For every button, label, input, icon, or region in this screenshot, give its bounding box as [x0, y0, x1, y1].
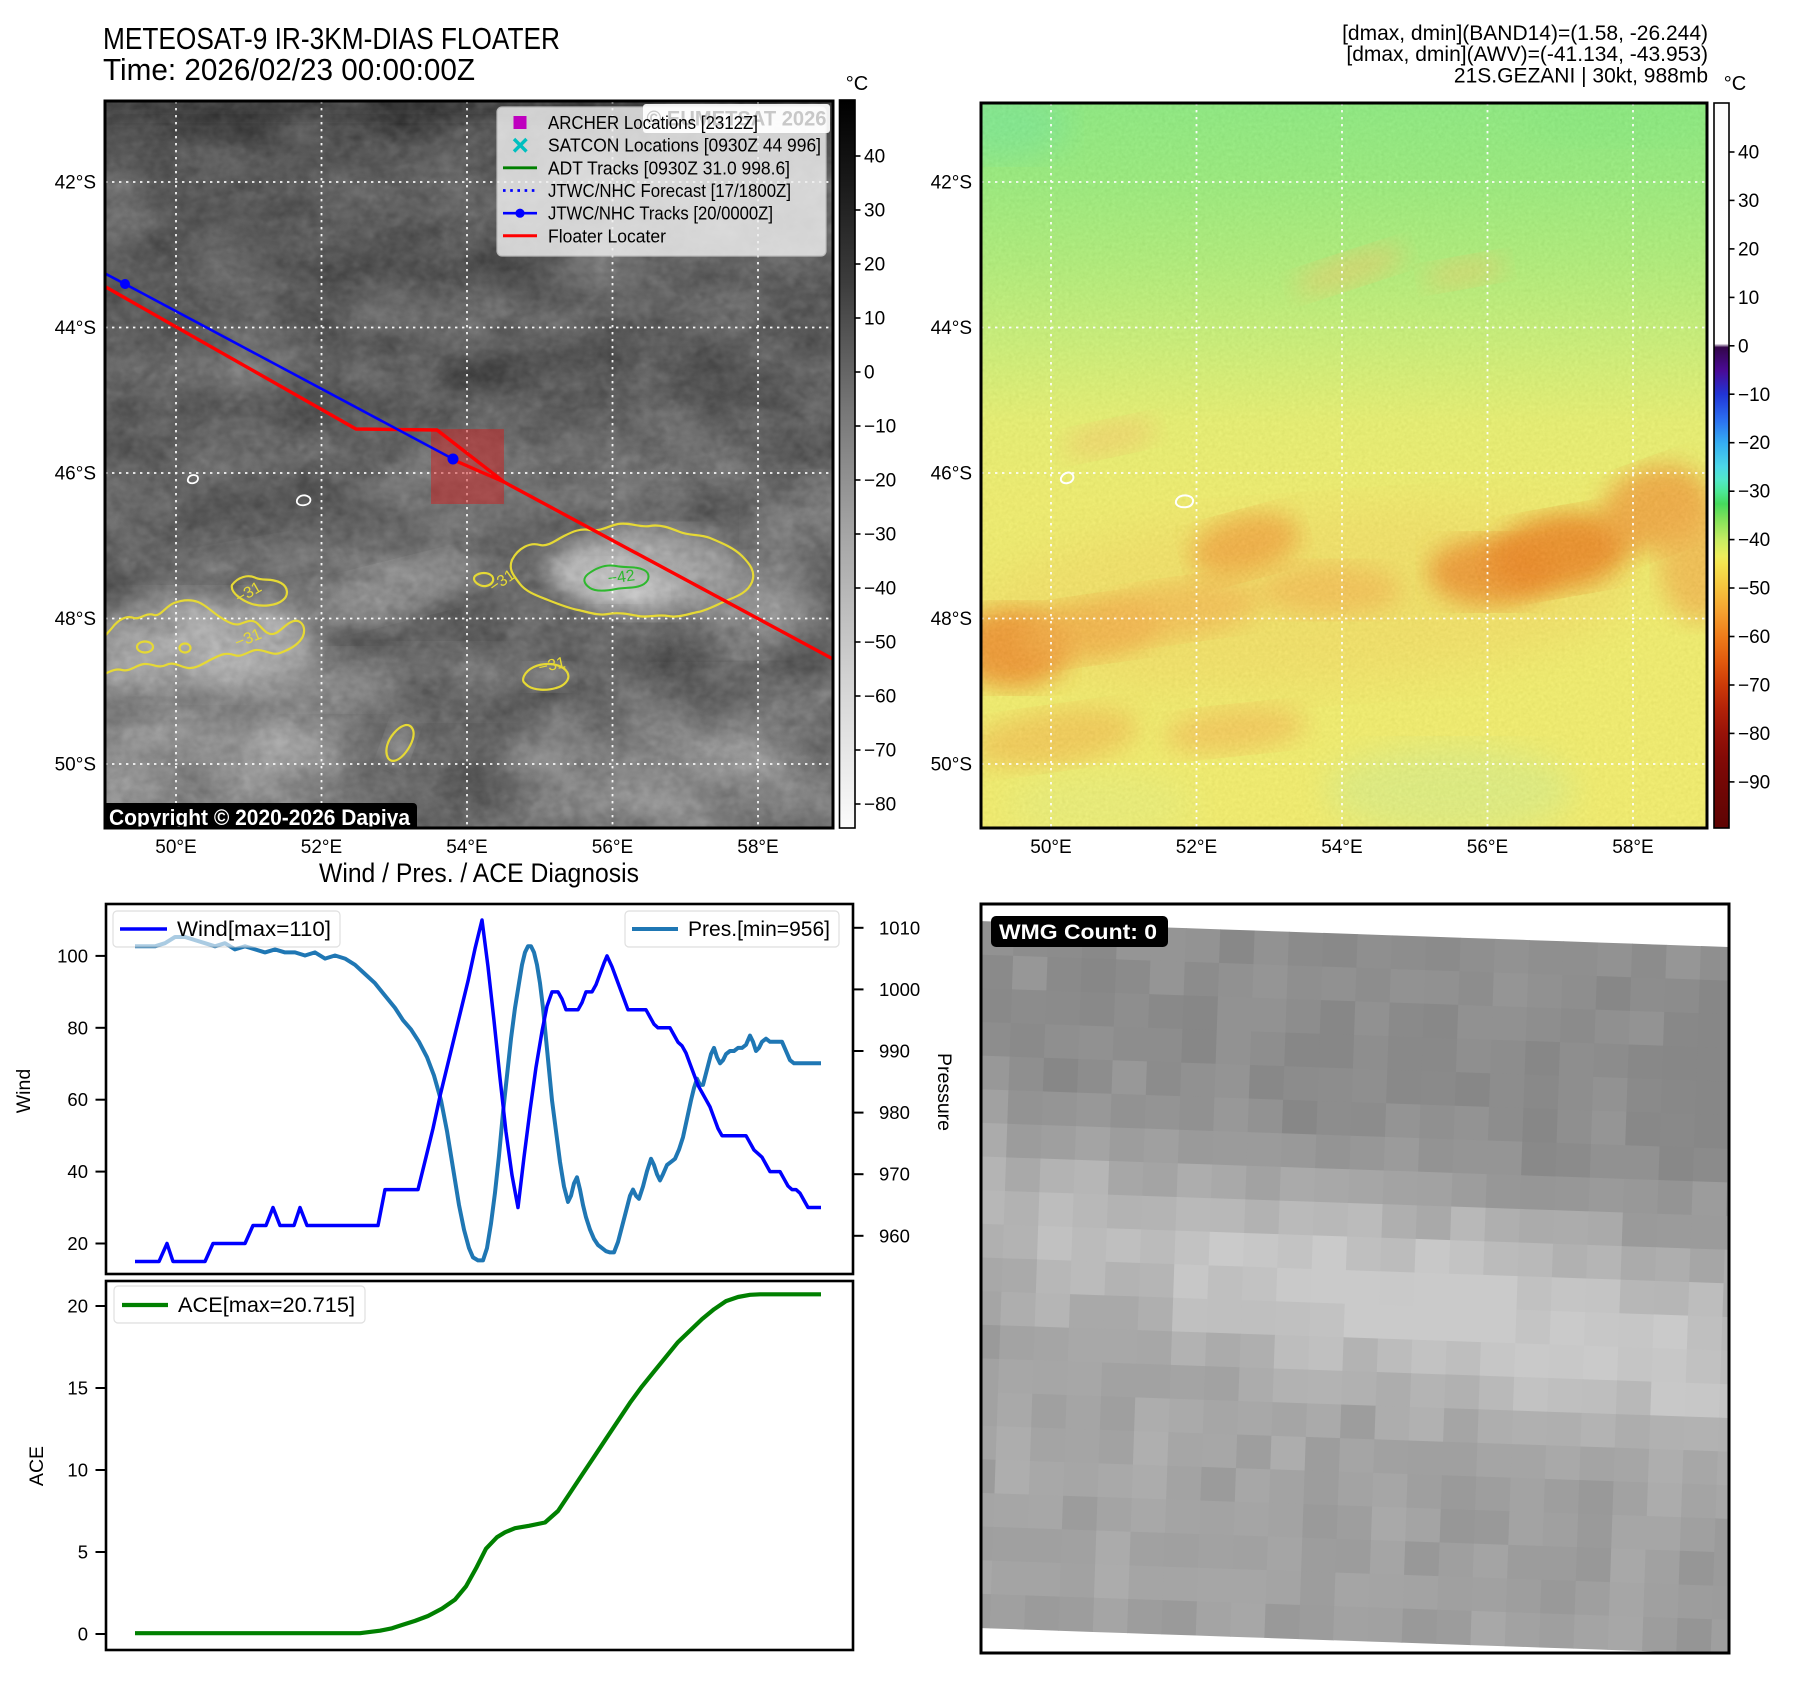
svg-text:100: 100 [57, 945, 88, 966]
svg-text:20: 20 [67, 1296, 88, 1317]
svg-text:°C: °C [846, 73, 868, 95]
svg-text:56°E: 56°E [1467, 837, 1508, 858]
svg-text:10: 10 [864, 309, 885, 330]
svg-text:0: 0 [78, 1624, 88, 1645]
svg-text:JTWC/NHC Tracks [20/0000Z]: JTWC/NHC Tracks [20/0000Z] [548, 204, 773, 224]
svg-text:46°S: 46°S [931, 464, 972, 485]
svg-text:1010: 1010 [879, 917, 920, 938]
svg-text:15: 15 [67, 1378, 88, 1399]
svg-text:−31: −31 [537, 654, 567, 676]
svg-text:42°S: 42°S [931, 173, 972, 194]
svg-text:44°S: 44°S [931, 318, 972, 339]
svg-text:ARCHER Locations [2312Z]: ARCHER Locations [2312Z] [548, 113, 758, 133]
svg-text:Pressure: Pressure [933, 1053, 955, 1131]
svg-text:44°S: 44°S [55, 318, 96, 339]
svg-text:30: 30 [1738, 191, 1759, 212]
svg-text:20: 20 [1738, 239, 1759, 260]
svg-text:−20: −20 [864, 471, 896, 492]
svg-text:−60: −60 [1738, 627, 1770, 648]
svg-text:58°E: 58°E [737, 837, 778, 858]
svg-text:Wind / Pres. / ACE Diagnosis: Wind / Pres. / ACE Diagnosis [319, 858, 639, 888]
svg-text:ADT Tracks [0930Z 31.0 998.6]: ADT Tracks [0930Z 31.0 998.6] [548, 158, 790, 178]
svg-text:−30: −30 [864, 525, 896, 546]
svg-text:58°E: 58°E [1612, 837, 1653, 858]
svg-text:50°S: 50°S [55, 755, 96, 776]
svg-text:960: 960 [879, 1225, 910, 1246]
svg-text:52°E: 52°E [301, 837, 342, 858]
svg-text:−70: −70 [864, 741, 896, 762]
svg-text:20: 20 [67, 1233, 88, 1254]
svg-text:ACE: ACE [26, 1446, 48, 1486]
svg-text:48°S: 48°S [55, 609, 96, 630]
svg-text:Wind: Wind [13, 1069, 35, 1113]
svg-text:0: 0 [1738, 336, 1749, 357]
svg-text:Pres.[min=956]: Pres.[min=956] [688, 918, 830, 941]
svg-text:Floater Locater: Floater Locater [548, 226, 666, 246]
svg-text:ACE[max=20.715]: ACE[max=20.715] [178, 1294, 355, 1317]
svg-text:JTWC/NHC Forecast [17/1800Z]: JTWC/NHC Forecast [17/1800Z] [548, 181, 791, 201]
svg-text:−60: −60 [864, 687, 896, 708]
svg-text:21S.GEZANI | 30kt, 988mb: 21S.GEZANI | 30kt, 988mb [1454, 65, 1708, 88]
svg-text:980: 980 [879, 1102, 910, 1123]
svg-text:[dmax, dmin](BAND14)=(1.58, -2: [dmax, dmin](BAND14)=(1.58, -26.244) [1342, 22, 1708, 45]
svg-text:Copyright © 2020-2026 Dapiya: Copyright © 2020-2026 Dapiya [109, 805, 410, 830]
svg-text:−70: −70 [1738, 675, 1770, 696]
svg-text:46°S: 46°S [55, 464, 96, 485]
svg-text:50°E: 50°E [1030, 837, 1071, 858]
svg-text:−30: −30 [1738, 482, 1770, 503]
svg-text:30: 30 [864, 201, 885, 222]
svg-text:1000: 1000 [879, 979, 920, 1000]
svg-text:−50: −50 [864, 633, 896, 654]
svg-text:0: 0 [864, 363, 875, 384]
svg-text:40: 40 [67, 1161, 88, 1182]
svg-text:40: 40 [1738, 143, 1759, 164]
svg-text:970: 970 [879, 1164, 910, 1185]
svg-text:50°E: 50°E [155, 837, 196, 858]
svg-text:−40: −40 [864, 579, 896, 600]
svg-text:50°S: 50°S [931, 755, 972, 776]
svg-text:10: 10 [67, 1460, 88, 1481]
svg-text:42°S: 42°S [55, 173, 96, 194]
svg-text:52°E: 52°E [1176, 837, 1217, 858]
svg-text:56°E: 56°E [592, 837, 633, 858]
svg-text:20: 20 [864, 255, 885, 276]
svg-text:−40: −40 [1738, 530, 1770, 551]
svg-text:−50: −50 [1738, 579, 1770, 600]
svg-text:−10: −10 [864, 417, 896, 438]
svg-text:80: 80 [67, 1017, 88, 1038]
svg-text:54°E: 54°E [1321, 837, 1362, 858]
svg-text:SATCON Locations [0930Z 44 996: SATCON Locations [0930Z 44 996] [548, 136, 821, 156]
svg-text:−10: −10 [1738, 385, 1770, 406]
svg-text:−80: −80 [864, 795, 896, 816]
svg-text:−80: −80 [1738, 724, 1770, 745]
svg-text:990: 990 [879, 1041, 910, 1062]
svg-text:Wind[max=110]: Wind[max=110] [177, 918, 331, 941]
svg-text:[dmax, dmin](AWV)=(-41.134, -4: [dmax, dmin](AWV)=(-41.134, -43.953) [1346, 43, 1708, 66]
svg-text:−90: −90 [1738, 772, 1770, 793]
svg-text:48°S: 48°S [931, 609, 972, 630]
svg-text:°C: °C [1724, 73, 1746, 95]
svg-text:Time: 2026/02/23 00:00:00Z: Time: 2026/02/23 00:00:00Z [103, 53, 475, 87]
svg-text:60: 60 [67, 1089, 88, 1110]
svg-text:WMG Count: 0: WMG Count: 0 [999, 921, 1157, 944]
svg-text:METEOSAT-9 IR-3KM-DIAS FLOATER: METEOSAT-9 IR-3KM-DIAS FLOATER [103, 22, 560, 56]
svg-text:© EUMETSAT 2026: © EUMETSAT 2026 [647, 108, 827, 131]
svg-text:−20: −20 [1738, 433, 1770, 454]
svg-text:54°E: 54°E [446, 837, 487, 858]
svg-text:5: 5 [78, 1542, 88, 1563]
svg-text:10: 10 [1738, 288, 1759, 309]
svg-text:40: 40 [864, 147, 885, 168]
svg-text:−42: −42 [607, 567, 636, 588]
